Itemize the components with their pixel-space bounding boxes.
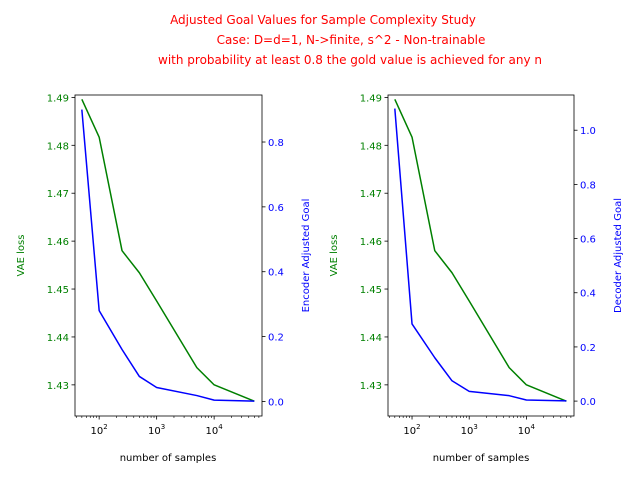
right-chart-panel: 102 103 1041.431.441.451.461.471.481.490.0… bbox=[329, 93, 624, 464]
x-tick-exponent: 2 bbox=[103, 423, 107, 431]
y-right-tick-label: 0.0 bbox=[268, 397, 284, 408]
x-tick-exponent: 4 bbox=[531, 423, 536, 431]
x-tick-base: 10 bbox=[206, 426, 219, 437]
left-chart-panel: 102 103 1041.431.441.451.461.471.481.490.0… bbox=[16, 93, 312, 464]
x-tick-label: 103 bbox=[148, 423, 165, 437]
y-right-tick-label: 0.0 bbox=[580, 397, 596, 408]
y-left-tick-label: 1.44 bbox=[47, 333, 69, 344]
x-tick-label: 104 bbox=[518, 423, 536, 437]
y-left-tick-label: 1.47 bbox=[360, 189, 382, 200]
x-tick-label: 102 bbox=[403, 423, 420, 437]
y-right-tick-label: 0.8 bbox=[268, 138, 284, 149]
x-tick-exponent: 2 bbox=[416, 423, 420, 431]
y-left-tick-label: 1.47 bbox=[47, 189, 69, 200]
y-left-tick-label: 1.48 bbox=[360, 141, 382, 152]
x-tick-base: 10 bbox=[148, 426, 161, 437]
adjusted-goal-line bbox=[81, 109, 255, 402]
x-tick-exponent: 4 bbox=[218, 423, 223, 431]
x-tick-label: 103 bbox=[461, 423, 478, 437]
y-left-axis-label: VAE loss bbox=[329, 235, 340, 277]
title-line-2: Case: D=d=1, N->finite, s^2 - Non-traina… bbox=[217, 33, 486, 47]
y-right-tick-label: 1.0 bbox=[580, 126, 596, 137]
x-tick-base: 10 bbox=[461, 426, 474, 437]
x-axis-label: number of samples bbox=[120, 453, 217, 464]
vae-loss-line bbox=[81, 98, 255, 402]
y-right-tick-label: 0.6 bbox=[268, 203, 284, 214]
x-tick-base: 10 bbox=[403, 426, 416, 437]
x-axis-label: number of samples bbox=[433, 453, 530, 464]
x-tick-label: 104 bbox=[206, 423, 224, 437]
plot-frame bbox=[74, 94, 263, 417]
y-right-tick-label: 0.4 bbox=[580, 289, 596, 300]
y-left-axis-label: VAE loss bbox=[16, 235, 27, 277]
title-line-1: Adjusted Goal Values for Sample Complexi… bbox=[170, 13, 476, 27]
y-left-tick-label: 1.43 bbox=[47, 381, 69, 392]
y-left-tick-label: 1.44 bbox=[360, 333, 382, 344]
y-left-tick-label: 1.43 bbox=[360, 381, 382, 392]
x-tick-exponent: 3 bbox=[161, 423, 165, 431]
x-tick-exponent: 3 bbox=[473, 423, 477, 431]
y-left-tick-label: 1.49 bbox=[360, 93, 382, 104]
x-tick-base: 10 bbox=[518, 426, 531, 437]
plot-frame bbox=[387, 94, 575, 417]
y-left-tick-label: 1.49 bbox=[47, 93, 69, 104]
vae-loss-line bbox=[394, 98, 567, 402]
y-right-tick-label: 0.2 bbox=[268, 333, 284, 344]
y-left-tick-label: 1.48 bbox=[47, 141, 69, 152]
y-left-tick-label: 1.46 bbox=[47, 237, 69, 248]
x-tick-label: 102 bbox=[91, 423, 108, 437]
title-line-3: with probability at least 0.8 the gold v… bbox=[158, 53, 542, 67]
y-right-tick-label: 0.4 bbox=[268, 268, 284, 279]
y-left-tick-label: 1.46 bbox=[360, 237, 382, 248]
x-tick-base: 10 bbox=[91, 426, 104, 437]
adjusted-goal-line bbox=[394, 108, 567, 402]
y-right-axis-label: Decoder Adjusted Goal bbox=[613, 198, 624, 313]
y-right-tick-label: 0.2 bbox=[580, 343, 596, 354]
y-right-axis-label: Encoder Adjusted Goal bbox=[301, 199, 312, 313]
y-left-tick-label: 1.45 bbox=[360, 285, 382, 296]
y-right-tick-label: 0.6 bbox=[580, 235, 596, 246]
y-left-tick-label: 1.45 bbox=[47, 285, 69, 296]
y-right-tick-label: 0.8 bbox=[580, 180, 596, 191]
